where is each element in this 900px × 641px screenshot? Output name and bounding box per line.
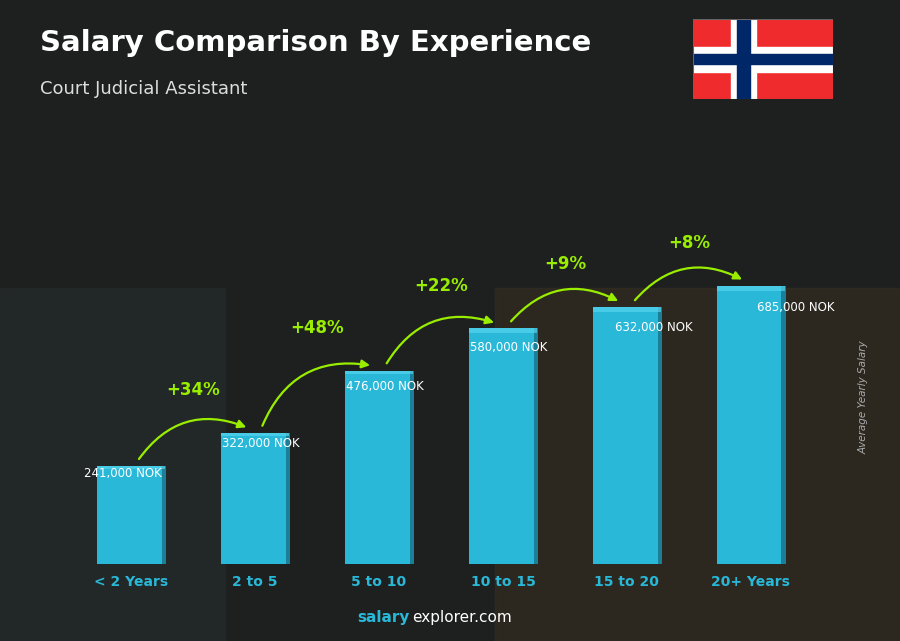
Bar <box>345 370 413 564</box>
Bar <box>97 466 166 564</box>
Bar <box>0 288 225 641</box>
Bar <box>716 286 785 564</box>
Bar <box>693 47 832 72</box>
Bar <box>162 466 166 564</box>
Bar <box>410 370 414 564</box>
Bar <box>221 433 289 437</box>
Text: 322,000 NOK: 322,000 NOK <box>221 437 300 450</box>
Text: explorer.com: explorer.com <box>412 610 512 625</box>
Text: +34%: +34% <box>166 381 220 399</box>
Text: 632,000 NOK: 632,000 NOK <box>615 321 692 334</box>
Bar <box>495 288 900 641</box>
Bar <box>593 307 661 312</box>
Bar <box>534 328 537 564</box>
Text: 685,000 NOK: 685,000 NOK <box>757 301 834 315</box>
Bar <box>285 433 290 564</box>
Text: +48%: +48% <box>291 319 344 337</box>
Bar <box>221 433 289 564</box>
Text: 476,000 NOK: 476,000 NOK <box>346 379 423 392</box>
Bar <box>97 466 166 469</box>
Bar <box>716 286 785 290</box>
Text: 241,000 NOK: 241,000 NOK <box>84 467 162 481</box>
Text: +8%: +8% <box>668 234 710 252</box>
Text: salary: salary <box>357 610 410 625</box>
Bar <box>593 307 661 564</box>
Text: +9%: +9% <box>544 256 586 274</box>
Bar <box>658 307 662 564</box>
Bar <box>469 328 537 564</box>
Text: Average Yearly Salary: Average Yearly Salary <box>859 340 868 454</box>
Text: +22%: +22% <box>414 276 468 295</box>
Bar <box>731 19 756 99</box>
Text: 580,000 NOK: 580,000 NOK <box>470 340 547 354</box>
Bar <box>345 370 413 374</box>
Text: Court Judicial Assistant: Court Judicial Assistant <box>40 80 248 98</box>
Text: Salary Comparison By Experience: Salary Comparison By Experience <box>40 29 592 57</box>
Bar <box>469 328 537 333</box>
Bar <box>693 54 832 64</box>
Bar <box>781 286 786 564</box>
Bar <box>737 19 750 99</box>
